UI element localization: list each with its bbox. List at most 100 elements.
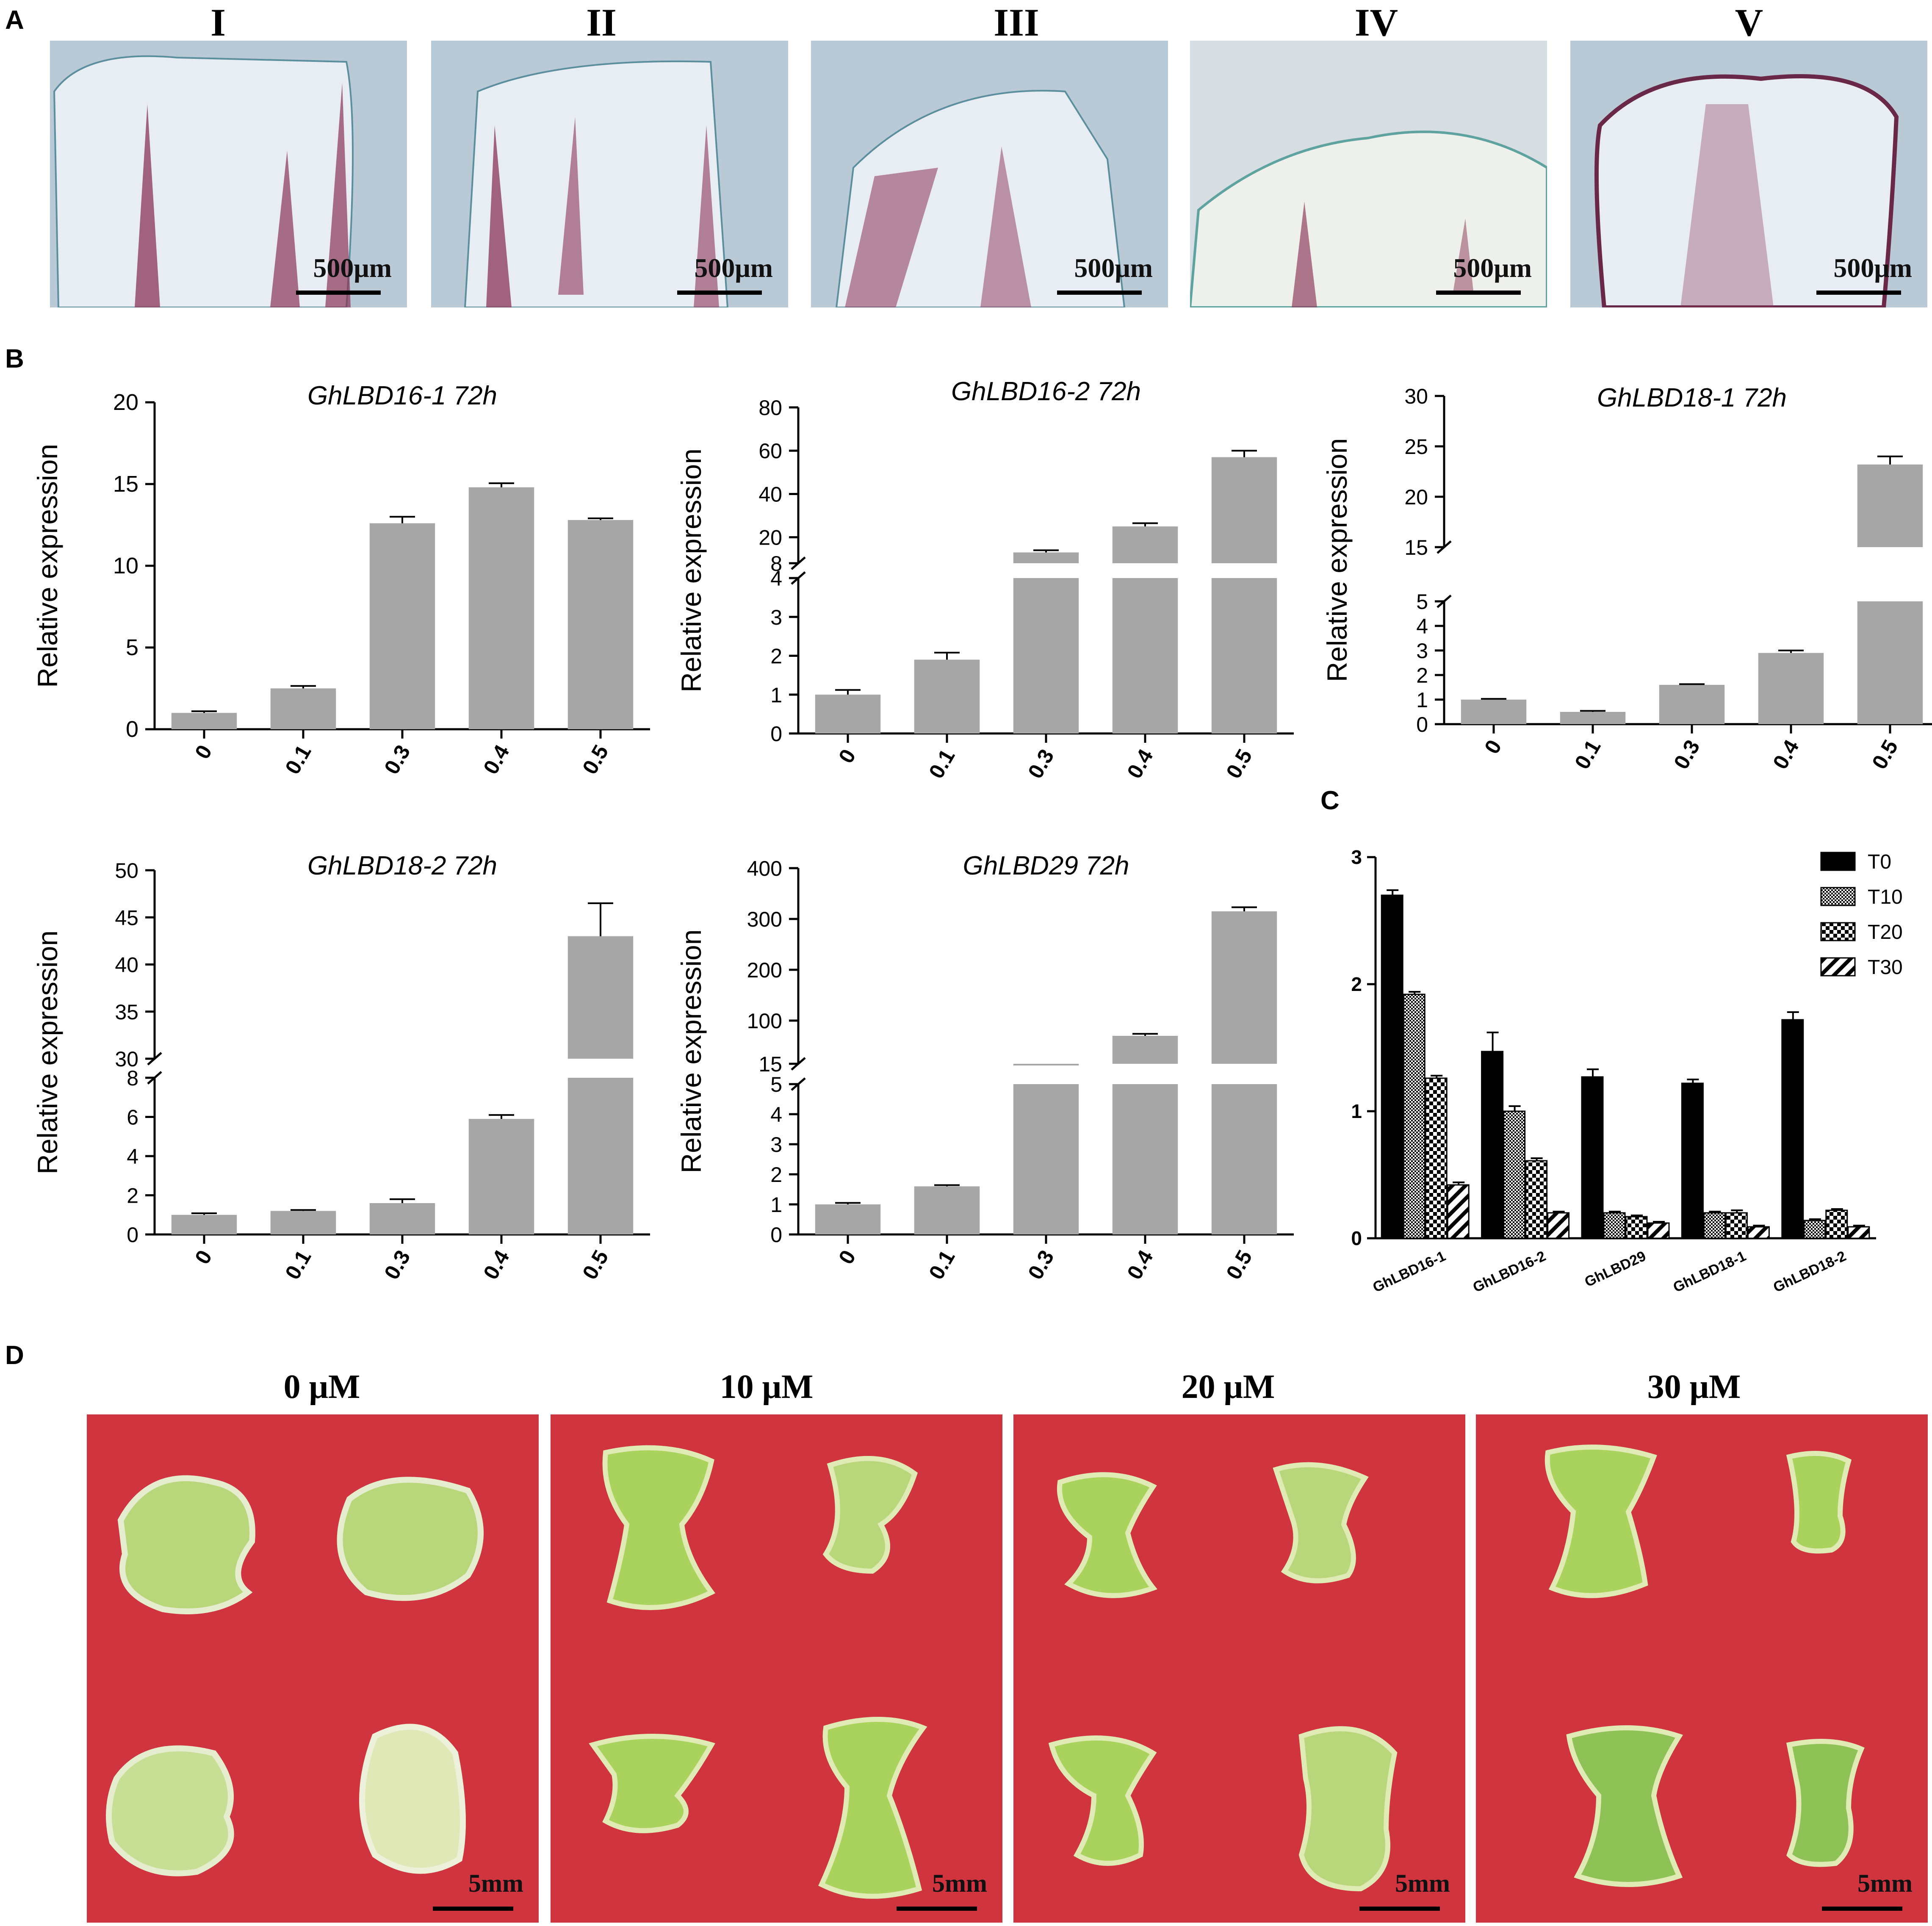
- chart0-bar: [468, 487, 534, 729]
- chart0-bar: [171, 713, 237, 729]
- scale-label-a1: 500μm: [313, 253, 392, 283]
- panel-a-label-3: III: [994, 1, 1039, 44]
- callus-explants-1: [106, 1475, 484, 1876]
- chart2-y-tick-label: 0: [1416, 713, 1428, 736]
- chart1-y-tick-label: 1: [770, 683, 782, 707]
- chart5-x-tick-label: GhLBD16-1: [1370, 1248, 1448, 1296]
- chart2-bar: [1560, 712, 1626, 724]
- chart4-bar-lower: [1211, 1084, 1277, 1234]
- chart1-y-tick-label: 3: [770, 606, 782, 629]
- chart5-bar-T20: [1725, 1212, 1748, 1239]
- chart4-bar-upper: [1112, 1036, 1178, 1064]
- chart4-y-tick-label: 100: [747, 1009, 782, 1033]
- chart5-y-tick-label: 0: [1351, 1227, 1362, 1249]
- chart1-y-tick-label: 2: [770, 645, 782, 668]
- micrograph-1: 500μm: [50, 41, 407, 307]
- chart0-x-tick-label: 0.5: [578, 741, 613, 778]
- chart3-x-tick-label: 0.3: [379, 1246, 415, 1284]
- chart0-y-tick-label: 0: [126, 717, 138, 742]
- chart5-bar-T20: [1425, 1077, 1448, 1239]
- chart5-bar-T0: [1781, 1019, 1804, 1239]
- tissue-section-1: [53, 55, 354, 307]
- chart2-title: GhLBD18-1 72h: [1597, 383, 1787, 412]
- chart0-y-axis-label: Relative expression: [32, 444, 63, 688]
- scale-label-d3: 5mm: [1395, 1869, 1450, 1897]
- callus-photo-2: 5mm: [551, 1414, 1002, 1923]
- tissue-section-3: [835, 90, 1126, 307]
- panel-a-letter: A: [5, 6, 24, 35]
- panel-b-letter: B: [5, 344, 24, 374]
- chart4-bar-upper: [1013, 1064, 1079, 1065]
- chart2-y-tick-label: 30: [1404, 385, 1428, 408]
- chart2-bar: [1659, 685, 1725, 724]
- scale-label-a3: 500μm: [1074, 253, 1153, 283]
- chart1-y-tick-label: 4: [770, 567, 782, 590]
- chart3-y-tick-label: 8: [127, 1066, 138, 1090]
- chart1-title: GhLBD16-2 72h: [951, 377, 1141, 406]
- chart1-x-tick-label: 0: [834, 745, 860, 767]
- chart3-x-tick-label: 0.5: [578, 1246, 613, 1284]
- chart0-y-tick-label: 15: [113, 471, 138, 497]
- chart4-bar: [815, 1204, 881, 1234]
- chart5-bar-T20: [1525, 1160, 1548, 1239]
- chart4-y-tick-label: 200: [747, 958, 782, 982]
- panel-d-label-4: 30 μM: [1647, 1368, 1741, 1406]
- chart1-y-axis-label: Relative expression: [675, 448, 707, 692]
- chart4-y-tick-label: 2: [770, 1163, 782, 1187]
- panel-d-label-2: 10 μM: [720, 1368, 814, 1406]
- chart4-y-tick-label: 5: [770, 1073, 782, 1096]
- chart4-y-tick-label: 400: [747, 857, 782, 880]
- chart5-bar-T10: [1803, 1220, 1826, 1239]
- chart1-x-tick-label: 0.1: [924, 745, 959, 783]
- panel-a-label-5: V: [1735, 1, 1763, 44]
- callus-explants-4: [1544, 1444, 1865, 1887]
- chart1-y-tick-label: 60: [758, 439, 782, 463]
- chart1-y-tick-label: 40: [758, 482, 782, 506]
- scale-bar-a2: [677, 291, 762, 295]
- chart1-bar-upper: [1112, 526, 1178, 563]
- chart5-bar-T30: [1647, 1222, 1670, 1239]
- chart1-x-tick-label: 0.5: [1221, 745, 1257, 783]
- chart2-x-tick-label: 0.4: [1768, 736, 1803, 773]
- chart5-x-tick-label: GhLBD18-1: [1671, 1248, 1749, 1296]
- chart3-bar: [171, 1215, 237, 1234]
- chart3-y-tick-label: 6: [127, 1106, 138, 1129]
- panel-d-label-3: 20 μM: [1181, 1368, 1275, 1406]
- chart5-bar-T30: [1547, 1212, 1570, 1239]
- panel-d-letter: D: [5, 1341, 24, 1370]
- chart5-bar-T20: [1625, 1216, 1648, 1239]
- chart3-y-tick-label: 4: [127, 1145, 138, 1168]
- chart3-x-tick-label: 0.4: [479, 1246, 514, 1283]
- chart5-bar-T10: [1503, 1110, 1526, 1239]
- chart4-bar-lower: [1112, 1084, 1178, 1234]
- chart1-bar-upper: [1013, 552, 1079, 563]
- chart1-bar-lower: [1013, 578, 1079, 733]
- chart1-bar-lower: [1112, 578, 1178, 733]
- callus-photo-4: 5mm: [1476, 1414, 1928, 1923]
- legend-label-T20: T20: [1868, 921, 1903, 944]
- chart0-y-tick-label: 10: [113, 553, 138, 578]
- panel-d-label-1: 0 μM: [283, 1368, 360, 1406]
- scale-label-d1: 5mm: [468, 1869, 523, 1897]
- chart2-y-tick-label: 1: [1416, 688, 1428, 712]
- chart0-x-tick-label: 0.3: [379, 741, 415, 778]
- chart2-x-tick-label: 0.3: [1669, 736, 1704, 773]
- chart3-y-tick-label: 40: [115, 953, 138, 977]
- chart3-bar: [468, 1119, 534, 1234]
- chart3-y-tick-label: 30: [115, 1047, 138, 1071]
- callus-photo-1: 5mm: [87, 1414, 539, 1923]
- scale-label-d4: 5mm: [1857, 1869, 1913, 1897]
- chart5-x-tick-label: GhLBD16-2: [1470, 1248, 1548, 1296]
- scale-label-a4: 500μm: [1453, 253, 1532, 283]
- chart3-y-tick-label: 0: [127, 1223, 138, 1247]
- chart4-bar-lower: [1013, 1084, 1079, 1234]
- callus-photo-3: 5mm: [1013, 1414, 1465, 1923]
- chart4-x-tick-label: 0.1: [924, 1246, 959, 1284]
- micrograph-2: 500μm: [431, 41, 788, 307]
- scale-label-a2: 500μm: [694, 253, 773, 283]
- chart3-y-tick-label: 35: [115, 1000, 138, 1024]
- chart3-y-tick-label: 45: [115, 906, 138, 930]
- chart1-bar-upper: [1211, 457, 1277, 563]
- chart5-bar-T10: [1603, 1212, 1626, 1239]
- chart2-y-tick-label: 4: [1416, 614, 1428, 638]
